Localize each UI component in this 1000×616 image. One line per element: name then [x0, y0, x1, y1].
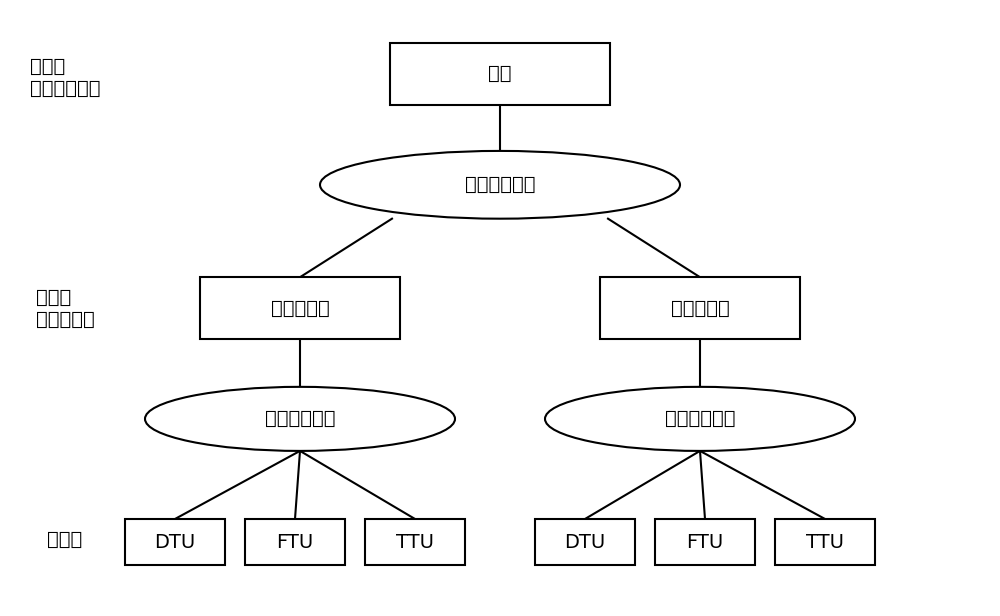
Text: FTU: FTU: [686, 533, 724, 551]
Text: DTU: DTU: [154, 533, 196, 551]
FancyBboxPatch shape: [390, 43, 610, 105]
Text: 主站: 主站: [488, 65, 512, 83]
FancyBboxPatch shape: [245, 519, 345, 565]
Text: 通信集中器: 通信集中器: [671, 299, 729, 317]
Ellipse shape: [545, 387, 855, 451]
Text: 主站层
（控制中心）: 主站层 （控制中心）: [30, 57, 100, 97]
FancyBboxPatch shape: [365, 519, 465, 565]
FancyBboxPatch shape: [125, 519, 225, 565]
Text: TTU: TTU: [806, 533, 844, 551]
Text: 接入层通信网: 接入层通信网: [665, 410, 735, 428]
Text: FTU: FTU: [276, 533, 314, 551]
Ellipse shape: [320, 151, 680, 219]
FancyBboxPatch shape: [535, 519, 635, 565]
FancyBboxPatch shape: [600, 277, 800, 339]
FancyBboxPatch shape: [655, 519, 755, 565]
Text: 接入层通信网: 接入层通信网: [265, 410, 335, 428]
Text: 通信集中器: 通信集中器: [271, 299, 329, 317]
Text: DTU: DTU: [564, 533, 606, 551]
Text: TTU: TTU: [396, 533, 434, 551]
FancyBboxPatch shape: [200, 277, 400, 339]
Text: 终端层: 终端层: [47, 530, 83, 548]
Ellipse shape: [145, 387, 455, 451]
Text: 馈线层
（变电站）: 馈线层 （变电站）: [36, 288, 94, 328]
FancyBboxPatch shape: [775, 519, 875, 565]
Text: 骨干层通信网: 骨干层通信网: [465, 176, 535, 194]
